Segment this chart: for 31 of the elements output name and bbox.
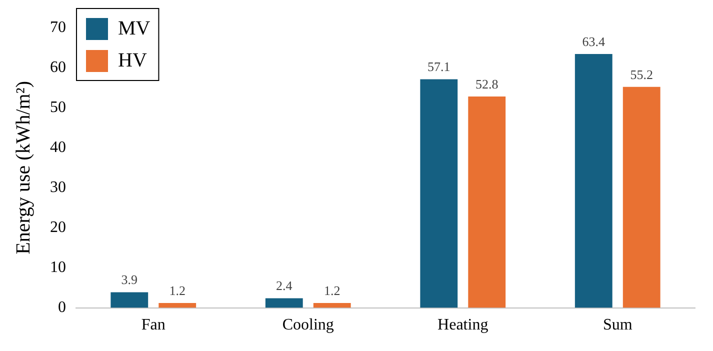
x-tick-label: Cooling — [282, 316, 334, 334]
data-label: 1.2 — [324, 282, 340, 298]
data-label: 55.2 — [630, 66, 653, 82]
bar — [313, 302, 351, 308]
x-tick-label: Sum — [602, 316, 633, 334]
y-tick-label: 10 — [50, 258, 66, 276]
data-label: 57.1 — [428, 59, 450, 74]
y-tick-label: 20 — [50, 218, 66, 236]
legend-label: HV — [118, 49, 148, 72]
y-tick-label: 30 — [50, 178, 66, 196]
x-tick-label: Fan — [141, 316, 166, 334]
bar — [468, 96, 506, 308]
bar — [158, 302, 196, 308]
bar — [110, 292, 148, 308]
y-tick-label: 0 — [58, 299, 66, 316]
legend-label: MV — [118, 17, 151, 40]
y-tick-label: 60 — [50, 58, 66, 76]
x-tick-label: Heating — [438, 316, 488, 334]
data-label: 3.9 — [121, 272, 138, 288]
bar — [574, 54, 612, 308]
y-tick-label: 70 — [50, 18, 66, 36]
data-label: 2.4 — [276, 278, 293, 294]
y-tick-label: 40 — [50, 138, 66, 156]
data-label: 63.4 — [582, 34, 606, 49]
bar — [622, 86, 660, 308]
y-tick-label: 50 — [50, 98, 66, 116]
bar — [265, 298, 303, 308]
data-label: 1.2 — [169, 282, 186, 298]
y-axis-title: Energy use (kWh/m²) — [12, 81, 34, 254]
bar — [420, 79, 458, 308]
data-label: 52.8 — [475, 76, 498, 92]
